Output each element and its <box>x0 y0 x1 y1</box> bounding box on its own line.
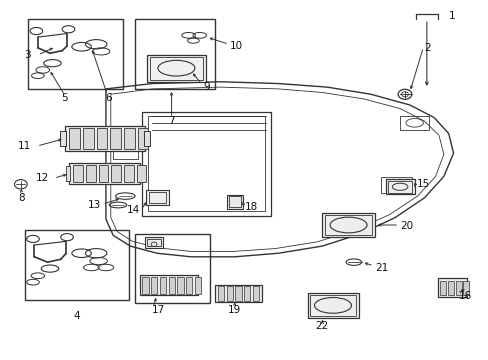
Bar <box>215 285 261 302</box>
Bar <box>60 131 65 146</box>
Bar <box>73 165 83 182</box>
Text: 8: 8 <box>19 193 25 203</box>
Bar <box>136 165 146 182</box>
Text: 18: 18 <box>244 202 257 212</box>
Bar <box>324 215 372 235</box>
Bar <box>25 230 129 300</box>
Text: 13: 13 <box>88 200 101 210</box>
Bar <box>229 197 241 207</box>
Bar <box>387 181 411 193</box>
Bar <box>110 128 121 149</box>
Bar <box>143 131 149 146</box>
Bar <box>399 116 428 130</box>
Text: 9: 9 <box>203 82 209 92</box>
Text: 21: 21 <box>374 262 387 273</box>
Bar <box>252 287 259 301</box>
Bar <box>137 128 148 149</box>
Bar <box>149 57 203 80</box>
Bar <box>177 277 183 294</box>
Bar <box>440 281 446 295</box>
Bar <box>140 275 198 295</box>
Bar <box>123 128 134 149</box>
Bar <box>144 237 163 248</box>
Bar <box>168 277 175 294</box>
Text: 6: 6 <box>105 93 111 103</box>
Text: 16: 16 <box>458 291 471 301</box>
Text: 2: 2 <box>424 43 430 53</box>
Bar <box>307 293 358 318</box>
Bar <box>135 234 210 303</box>
Bar <box>142 112 271 216</box>
Bar <box>111 165 121 182</box>
Bar <box>97 128 107 149</box>
Text: 22: 22 <box>315 321 328 332</box>
Bar <box>151 277 157 294</box>
Bar <box>148 116 265 211</box>
Bar <box>148 192 166 203</box>
Bar <box>28 19 122 89</box>
Bar <box>226 287 232 301</box>
Bar <box>83 128 94 149</box>
Bar <box>160 277 166 294</box>
Text: 17: 17 <box>152 305 165 315</box>
Bar <box>447 281 453 295</box>
Bar <box>142 277 148 294</box>
Text: 5: 5 <box>61 93 68 103</box>
Bar <box>69 163 140 184</box>
Text: 4: 4 <box>73 311 80 321</box>
Bar <box>186 277 192 294</box>
Bar <box>235 287 241 301</box>
Text: 14: 14 <box>126 205 140 215</box>
Bar <box>123 165 133 182</box>
Bar <box>86 165 96 182</box>
Text: 7: 7 <box>168 116 175 126</box>
Text: 10: 10 <box>229 41 243 51</box>
Bar <box>437 278 466 297</box>
Text: 3: 3 <box>24 50 30 60</box>
Bar <box>69 128 80 149</box>
Bar <box>385 179 414 194</box>
Bar <box>135 19 215 89</box>
Bar <box>64 126 144 152</box>
Bar <box>455 281 461 295</box>
Bar <box>380 177 411 193</box>
Bar <box>65 166 70 181</box>
Text: 12: 12 <box>36 173 49 183</box>
Text: 19: 19 <box>228 305 241 315</box>
Bar <box>147 239 161 247</box>
Text: 11: 11 <box>18 141 31 151</box>
Text: 20: 20 <box>399 221 412 231</box>
Bar <box>113 145 137 158</box>
Bar <box>462 281 468 295</box>
Bar <box>309 295 356 316</box>
Bar <box>147 55 205 82</box>
Text: 1: 1 <box>448 11 454 21</box>
Text: 15: 15 <box>416 179 429 189</box>
Bar <box>227 195 243 208</box>
Bar <box>322 213 374 237</box>
Bar <box>145 190 169 205</box>
Bar <box>244 287 250 301</box>
Bar <box>217 287 224 301</box>
Bar <box>99 165 108 182</box>
Bar <box>195 277 201 294</box>
